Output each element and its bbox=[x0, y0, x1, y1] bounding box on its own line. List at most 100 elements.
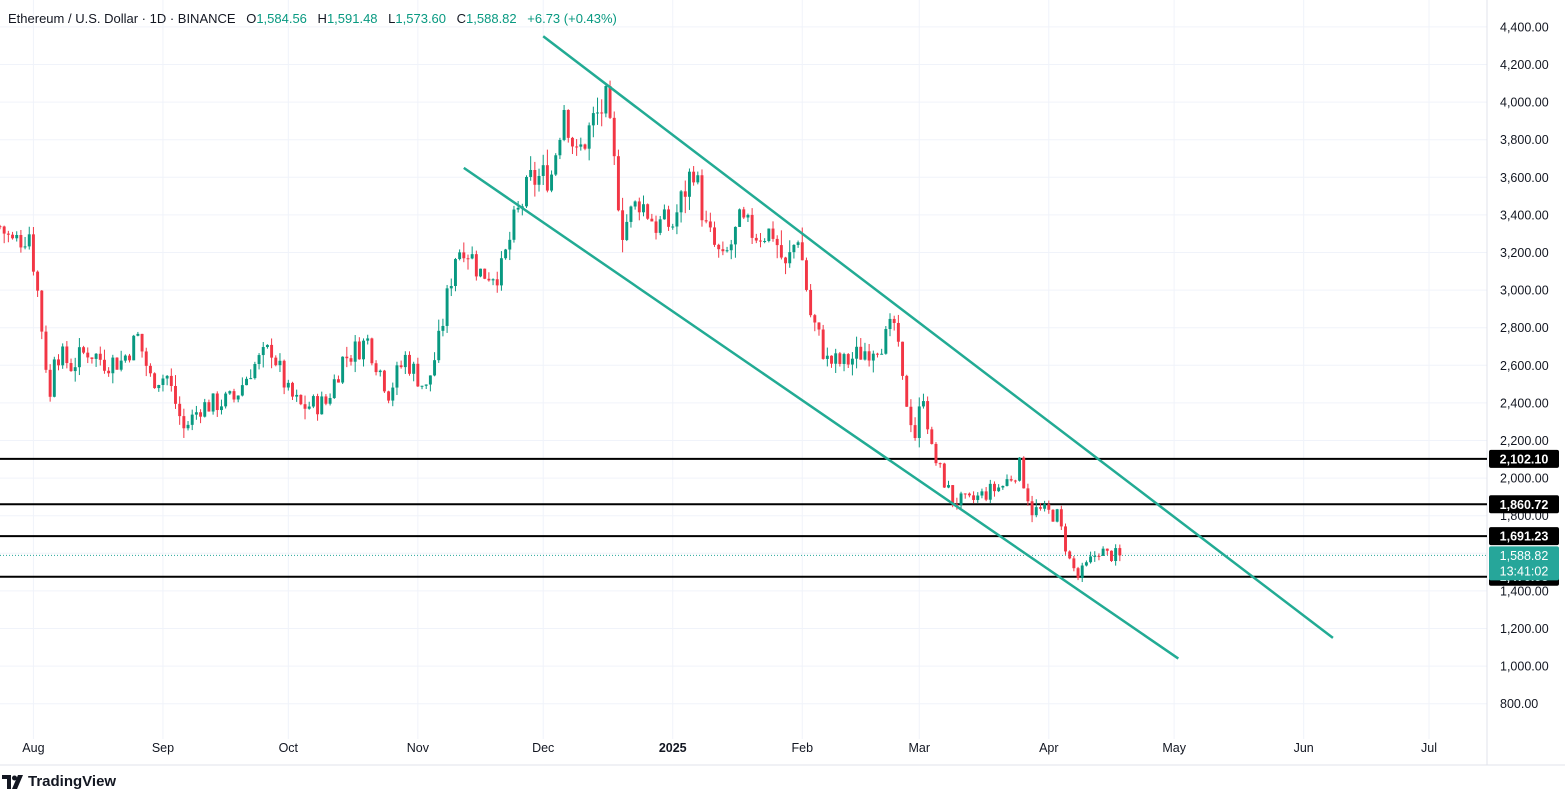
candle-body bbox=[713, 227, 716, 245]
candle-body bbox=[77, 347, 81, 368]
candle-body bbox=[696, 175, 700, 183]
candle-body bbox=[871, 353, 875, 361]
time-axis[interactable]: Aug Sep Oct Nov Dec 2025 Feb Mar Apr May Jun Jul bbox=[22, 741, 1437, 755]
candle-body bbox=[892, 318, 896, 323]
candle-body bbox=[683, 191, 687, 197]
price-tick-label: 2,000.00 bbox=[1500, 472, 1549, 486]
candle-body bbox=[754, 237, 758, 241]
candle-body bbox=[52, 359, 56, 397]
candle-body bbox=[328, 398, 332, 404]
candle-body bbox=[817, 322, 821, 330]
candle-body bbox=[123, 355, 127, 361]
price-tick-label: 3,600.00 bbox=[1500, 171, 1549, 185]
channel-trendlines[interactable] bbox=[463, 35, 1334, 660]
candle-body bbox=[111, 357, 115, 374]
candle-body bbox=[842, 354, 846, 364]
candle-body bbox=[1093, 555, 1097, 557]
candle-body bbox=[215, 393, 219, 411]
candle-body bbox=[253, 364, 257, 379]
candle-body bbox=[804, 260, 808, 290]
candle-body bbox=[733, 226, 737, 245]
candle-body bbox=[633, 201, 637, 207]
grid bbox=[0, 0, 1565, 766]
candle-body bbox=[420, 385, 424, 387]
candle-body bbox=[1097, 555, 1101, 557]
candle-body bbox=[311, 396, 315, 407]
tradingview-logo-text: TradingView bbox=[28, 773, 117, 790]
candle-body bbox=[876, 353, 879, 355]
candle-body bbox=[972, 495, 976, 500]
time-tick-label: Nov bbox=[407, 741, 430, 755]
trendline-lower[interactable] bbox=[463, 166, 1180, 660]
candle-body bbox=[232, 391, 236, 400]
candle-body bbox=[759, 240, 762, 242]
candle-body bbox=[107, 370, 111, 374]
candle-body bbox=[863, 351, 867, 360]
price-tick-label: 3,000.00 bbox=[1500, 284, 1549, 298]
candle-body bbox=[1047, 504, 1051, 510]
tradingview-logo[interactable]: TradingView bbox=[2, 773, 116, 790]
candle-body bbox=[650, 218, 654, 222]
candle-body bbox=[938, 463, 942, 465]
candle-body bbox=[69, 363, 73, 372]
candle-body bbox=[562, 109, 566, 140]
candle-body bbox=[621, 210, 625, 240]
candle-body bbox=[1084, 562, 1088, 566]
candle-body bbox=[437, 330, 441, 361]
trendline-upper[interactable] bbox=[542, 35, 1334, 639]
candle-body bbox=[784, 257, 788, 264]
candle-body bbox=[729, 244, 733, 251]
candle-body bbox=[967, 493, 971, 496]
low-value: 1,573.60 bbox=[395, 11, 447, 26]
candle-body bbox=[1051, 509, 1055, 522]
horizontal-levels[interactable] bbox=[0, 457, 1487, 578]
candle-body bbox=[625, 221, 629, 240]
candle-body bbox=[859, 346, 863, 360]
candle-body bbox=[725, 250, 729, 252]
candle-body bbox=[441, 325, 445, 331]
candle-body bbox=[186, 424, 190, 429]
candle-body bbox=[1018, 457, 1022, 481]
candle-body bbox=[474, 254, 478, 277]
candle-body bbox=[299, 394, 303, 405]
time-tick-label: May bbox=[1162, 741, 1186, 755]
candle-body bbox=[888, 318, 892, 330]
candle-body bbox=[483, 268, 487, 279]
candle-body bbox=[349, 358, 353, 362]
candle-body bbox=[704, 220, 708, 222]
candle-body bbox=[984, 491, 988, 500]
high-value: 1,591.48 bbox=[326, 11, 378, 26]
candle-body bbox=[449, 285, 453, 289]
candle-body bbox=[850, 358, 854, 365]
candle-body bbox=[533, 169, 537, 185]
candle-body bbox=[140, 333, 144, 352]
symbol-title[interactable]: Ethereum / U.S. Dollar · 1D · BINANCE bbox=[8, 11, 236, 26]
candle-body bbox=[153, 373, 157, 389]
candle-body bbox=[324, 396, 328, 404]
candle-body bbox=[491, 279, 495, 281]
candle-body bbox=[1034, 507, 1038, 516]
candle-body bbox=[378, 370, 382, 373]
candle-body bbox=[596, 112, 599, 114]
candle-body bbox=[362, 340, 365, 360]
candle-body bbox=[558, 139, 562, 156]
candle-body bbox=[1038, 507, 1042, 509]
price-axis[interactable]: 800.001,000.001,200.001,400.001,600.001,… bbox=[1500, 20, 1549, 711]
candle-body bbox=[516, 207, 520, 210]
candle-body bbox=[1114, 548, 1118, 562]
time-tick-label: Mar bbox=[908, 741, 930, 755]
candle-body bbox=[190, 414, 194, 425]
candle-body bbox=[128, 355, 131, 361]
candle-body bbox=[604, 86, 608, 114]
candle-body bbox=[988, 483, 992, 500]
candle-body bbox=[930, 429, 934, 444]
candle-body bbox=[90, 357, 94, 359]
candle-body bbox=[587, 125, 591, 149]
candle-body bbox=[917, 406, 921, 439]
candle-body bbox=[65, 346, 69, 364]
time-tick-label: Feb bbox=[791, 741, 813, 755]
candle-body bbox=[203, 402, 207, 417]
symbol-header: Ethereum / U.S. Dollar · 1D · BINANCE O1… bbox=[8, 11, 617, 26]
